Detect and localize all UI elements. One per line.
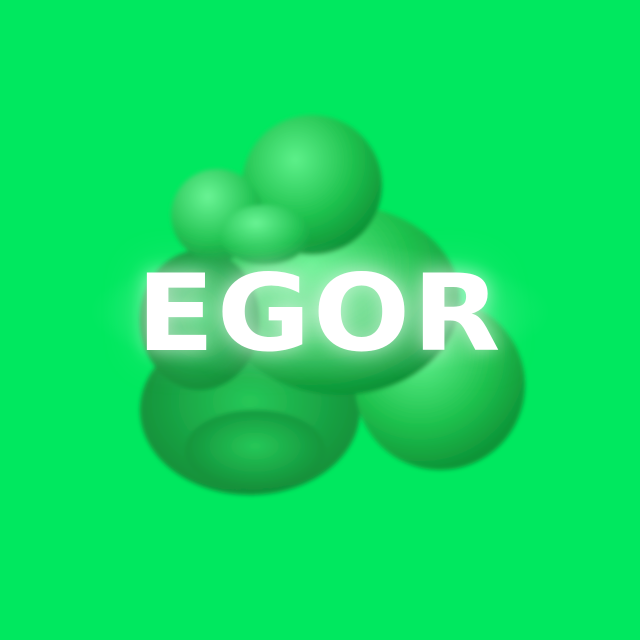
poster-canvas: EGOR [0,0,640,640]
green-blob-icon [0,0,640,640]
